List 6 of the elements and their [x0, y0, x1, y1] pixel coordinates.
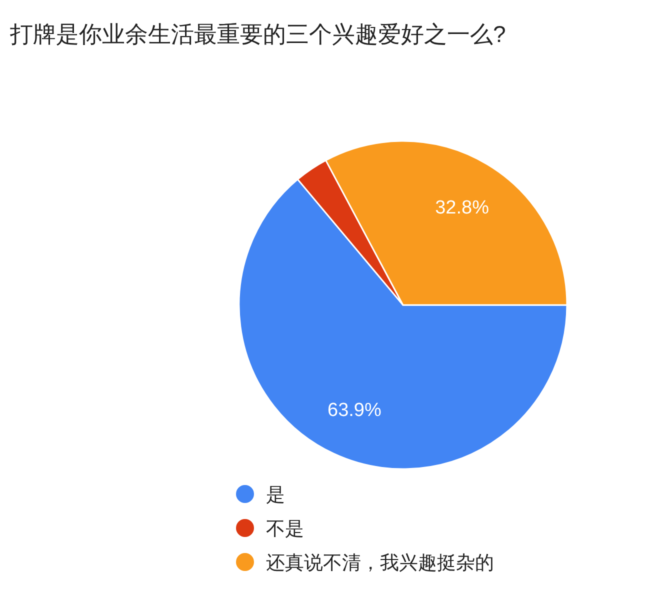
chart-title: 打牌是你业余生活最重要的三个兴趣爱好之一么? — [9, 21, 506, 47]
data-label: 63.9% — [328, 400, 382, 422]
legend-label: 不是 — [266, 519, 304, 540]
legend-label: 还真说不清，我兴趣挺杂的 — [266, 553, 494, 574]
legend-label: 是 — [266, 485, 285, 506]
data-label: 32.8% — [435, 198, 490, 219]
